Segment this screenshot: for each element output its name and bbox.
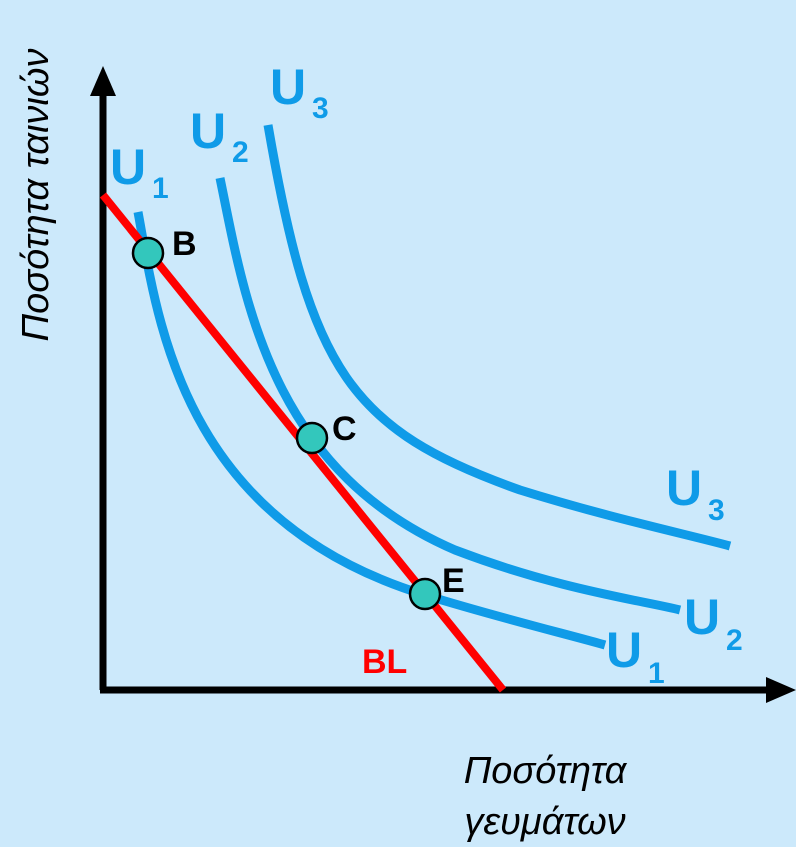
point-b-label: B [172,225,197,263]
indifference-curve-u2 [215,177,682,615]
point-e-label: E [442,562,465,600]
point-c [295,421,329,455]
u3-top-subscript: 3 [312,92,329,125]
indifference-curve-u3 [263,124,732,551]
u1-top-label: U [110,139,146,195]
u1-end-label: U [606,622,642,678]
u1-end-subscript: 1 [648,657,665,690]
u2-top-label: U [190,103,226,159]
x-axis-title-line2: γευμάτων [464,801,625,843]
u1-top-subscript: 1 [152,172,169,205]
x-axis-arrow-icon [766,677,796,703]
u3-end-label: U [666,460,702,516]
budget-line-label: BL [362,643,407,681]
u3-top-label: U [270,59,306,115]
point-c-label: C [332,410,357,448]
u2-top-subscript: 2 [232,136,249,169]
y-axis-title: Ποσότητα ταινιών [15,49,57,342]
indifference-curve-u1 [133,211,607,650]
y-axis-arrow-icon [90,66,116,96]
point-b [131,236,165,270]
x-axis-title-line1: Ποσότητα [464,750,628,792]
u2-end-label: U [684,589,720,645]
point-e [408,577,442,611]
u3-end-subscript: 3 [708,494,725,527]
u2-end-subscript: 2 [726,624,743,657]
